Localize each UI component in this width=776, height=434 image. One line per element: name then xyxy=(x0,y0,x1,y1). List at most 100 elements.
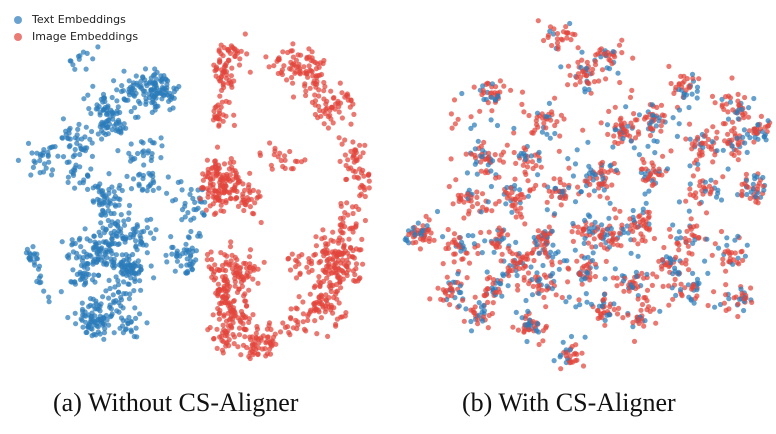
point-image-embedding xyxy=(458,192,464,198)
point-image-embedding xyxy=(630,55,636,61)
point-text-embedding xyxy=(72,167,78,173)
point-image-embedding xyxy=(317,283,323,290)
point-image-embedding xyxy=(696,76,702,82)
point-text-embedding xyxy=(121,263,127,269)
point-image-embedding xyxy=(636,131,642,137)
point-text-embedding xyxy=(76,121,82,127)
point-text-embedding xyxy=(125,281,131,287)
point-image-embedding xyxy=(695,166,701,172)
point-text-embedding xyxy=(101,210,108,216)
point-image-embedding xyxy=(585,261,591,267)
point-image-embedding xyxy=(651,235,658,242)
point-image-embedding xyxy=(321,79,327,86)
point-image-embedding xyxy=(730,107,736,113)
point-text-embedding xyxy=(92,306,98,312)
point-text-embedding xyxy=(612,266,618,272)
point-image-embedding xyxy=(237,56,243,62)
point-image-embedding xyxy=(216,110,223,117)
point-image-embedding xyxy=(347,245,354,251)
point-text-embedding xyxy=(47,145,53,151)
point-text-embedding xyxy=(181,247,187,253)
point-image-embedding xyxy=(327,107,333,114)
point-image-embedding xyxy=(218,104,224,110)
point-text-embedding xyxy=(78,316,84,322)
point-image-embedding xyxy=(219,99,225,105)
point-image-embedding xyxy=(742,181,748,187)
point-image-embedding xyxy=(338,285,344,291)
point-image-embedding xyxy=(526,112,532,119)
point-text-embedding xyxy=(488,183,494,190)
point-text-embedding xyxy=(146,170,152,176)
point-image-embedding xyxy=(228,239,234,245)
point-text-embedding xyxy=(588,301,595,307)
point-text-embedding xyxy=(103,247,109,253)
point-image-embedding xyxy=(423,213,429,219)
point-image-embedding xyxy=(608,239,615,245)
point-text-embedding xyxy=(738,286,744,292)
point-image-embedding xyxy=(516,266,522,272)
point-image-embedding xyxy=(529,159,536,165)
point-image-embedding xyxy=(297,271,303,277)
point-text-embedding xyxy=(489,81,495,87)
point-text-embedding xyxy=(79,258,85,264)
point-image-embedding xyxy=(614,311,621,317)
point-image-embedding xyxy=(247,355,253,362)
point-text-embedding xyxy=(415,220,421,226)
point-text-embedding xyxy=(563,299,569,305)
point-text-embedding xyxy=(606,312,612,318)
point-text-embedding xyxy=(572,199,579,205)
point-image-embedding xyxy=(666,302,672,308)
point-image-embedding xyxy=(212,194,218,200)
point-text-embedding xyxy=(465,232,471,239)
point-image-embedding xyxy=(449,125,455,131)
point-image-embedding xyxy=(549,109,555,115)
point-text-embedding xyxy=(169,251,175,257)
point-text-embedding xyxy=(623,104,629,110)
point-text-embedding xyxy=(97,233,103,239)
point-text-embedding xyxy=(604,232,611,238)
point-image-embedding xyxy=(601,169,607,175)
point-image-embedding xyxy=(339,250,346,257)
point-text-embedding xyxy=(544,131,550,137)
point-image-embedding xyxy=(319,296,325,302)
point-image-embedding xyxy=(470,307,476,313)
point-text-embedding xyxy=(511,125,517,131)
point-image-embedding xyxy=(292,70,298,76)
point-text-embedding xyxy=(470,233,476,239)
point-image-embedding xyxy=(342,152,348,158)
point-image-embedding xyxy=(741,115,747,121)
point-image-embedding xyxy=(465,191,471,197)
point-text-embedding xyxy=(97,197,103,203)
point-image-embedding xyxy=(475,250,481,257)
point-text-embedding xyxy=(613,167,620,173)
point-text-embedding xyxy=(26,250,32,256)
point-image-embedding xyxy=(255,266,261,272)
point-image-embedding xyxy=(336,266,342,272)
point-image-embedding xyxy=(517,192,524,198)
point-image-embedding xyxy=(489,310,495,317)
point-text-embedding xyxy=(579,49,585,55)
point-text-embedding xyxy=(82,270,88,276)
point-image-embedding xyxy=(228,156,234,162)
point-image-embedding xyxy=(455,116,461,122)
point-image-embedding xyxy=(303,92,309,99)
point-image-embedding xyxy=(304,264,310,270)
point-text-embedding xyxy=(724,242,730,248)
point-text-embedding xyxy=(681,94,687,100)
point-image-embedding xyxy=(695,235,702,241)
point-image-embedding xyxy=(327,267,333,273)
point-text-embedding xyxy=(93,298,99,304)
point-image-embedding xyxy=(344,200,350,206)
point-text-embedding xyxy=(599,222,605,228)
point-text-embedding xyxy=(700,144,706,150)
point-text-embedding xyxy=(184,262,190,268)
point-text-embedding xyxy=(202,199,208,205)
point-image-embedding xyxy=(334,288,340,294)
point-image-embedding xyxy=(464,275,470,281)
point-image-embedding xyxy=(345,157,351,163)
point-text-embedding xyxy=(52,144,58,150)
point-image-embedding xyxy=(558,112,565,118)
point-text-embedding xyxy=(77,164,83,170)
point-image-embedding xyxy=(229,252,235,258)
point-image-embedding xyxy=(600,297,606,303)
